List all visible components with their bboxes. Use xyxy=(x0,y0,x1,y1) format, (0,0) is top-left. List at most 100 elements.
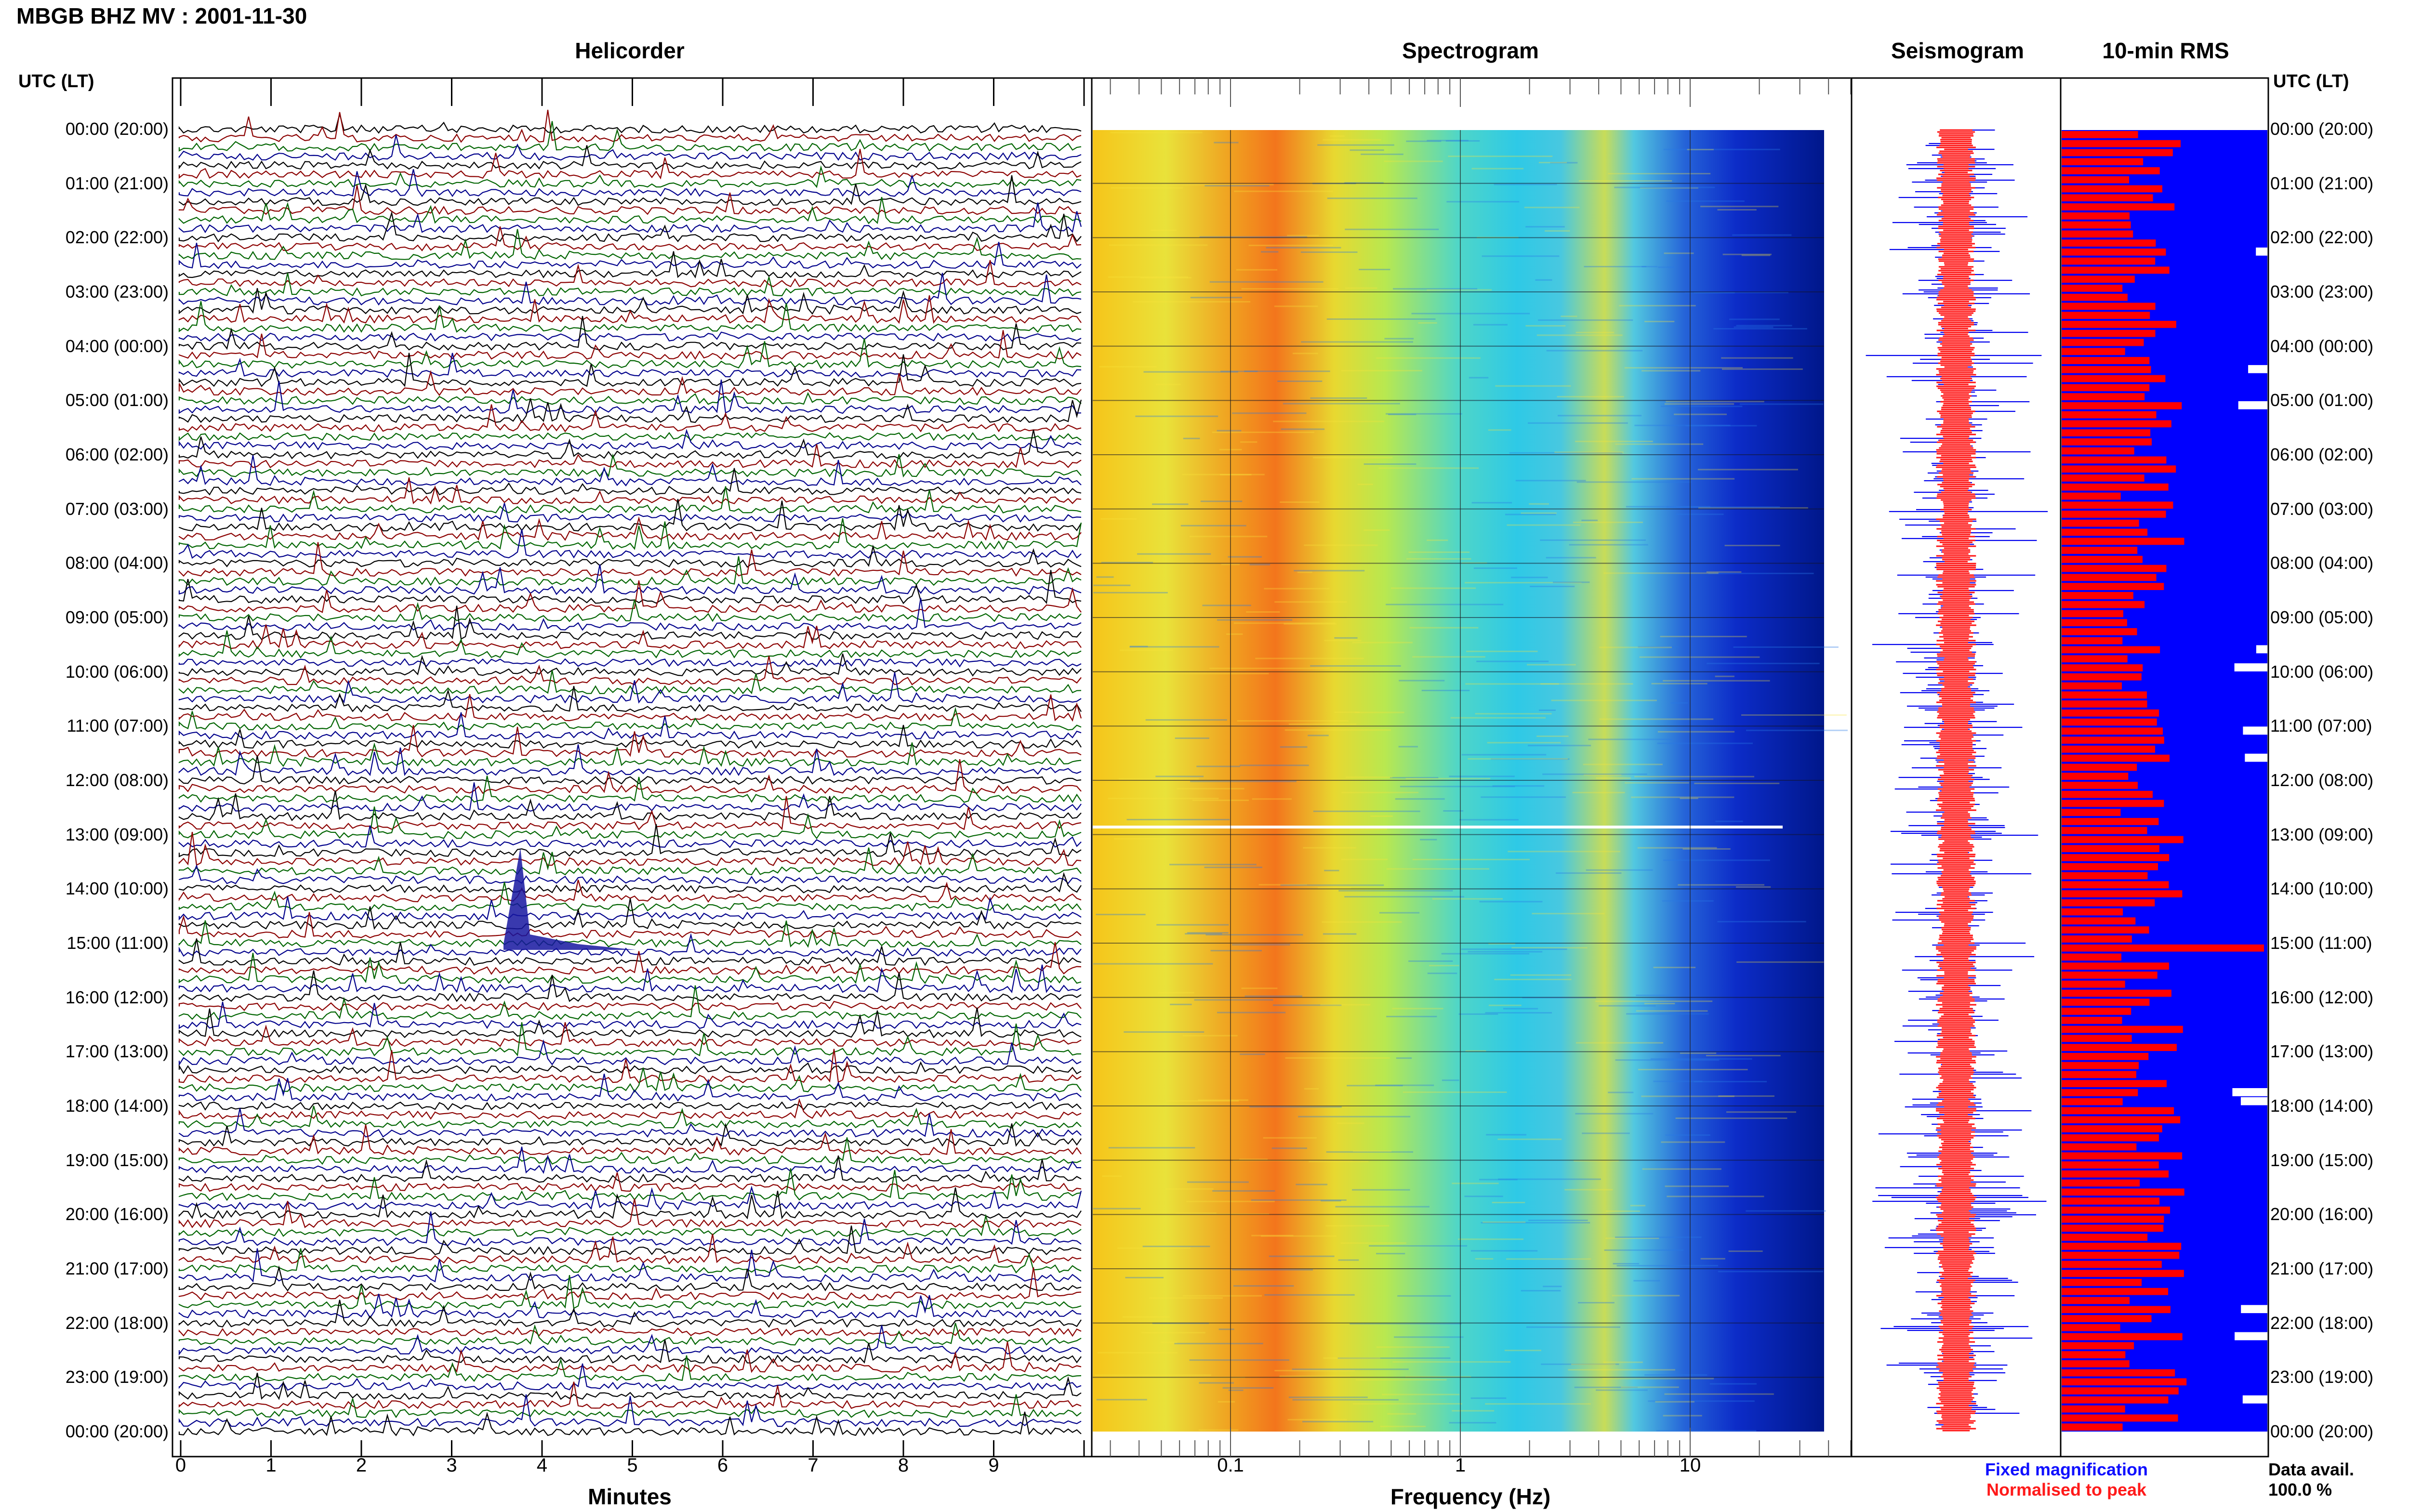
rms-gap xyxy=(2235,1332,2267,1341)
rms-bar xyxy=(2062,682,2122,690)
rms-bar xyxy=(2062,302,2156,310)
helicorder-trace xyxy=(178,518,1082,550)
helicorder-trace xyxy=(178,503,1082,523)
helicorder-trace xyxy=(178,260,1082,288)
time-label-left: 14:00 (10:00) xyxy=(65,879,169,899)
helicorder-trace xyxy=(178,570,1082,605)
helicorder-trace xyxy=(178,964,1082,993)
rms-bar xyxy=(2062,1288,2169,1295)
minute-tick-label: 7 xyxy=(807,1455,819,1476)
rms-bar xyxy=(2062,447,2134,455)
rms-bar xyxy=(2062,1026,2183,1033)
rms-bar xyxy=(2062,474,2144,482)
time-label-left: 13:00 (09:00) xyxy=(65,824,169,844)
time-label-right: 13:00 (09:00) xyxy=(2270,824,2374,844)
helicorder-trace xyxy=(178,430,1082,460)
rms-gap xyxy=(2232,1088,2267,1096)
helicorder-trace xyxy=(178,453,1082,478)
rms-bar xyxy=(2062,257,2156,265)
rms-bar xyxy=(2062,818,2159,825)
rms-gap xyxy=(2245,753,2267,762)
rms-bar xyxy=(2062,538,2184,545)
rms-bar xyxy=(2062,1224,2164,1232)
event-signal xyxy=(503,848,636,950)
time-label-left: 18:00 (14:00) xyxy=(65,1096,169,1116)
helicorder-trace xyxy=(178,1248,1082,1283)
helicorder-trace xyxy=(178,686,1082,713)
rms-bar xyxy=(2062,438,2152,446)
rms-bar xyxy=(2062,1251,2180,1259)
helicorder-trace xyxy=(178,580,1082,613)
time-label-left: 15:00 (11:00) xyxy=(66,933,169,953)
time-label-right: 21:00 (17:00) xyxy=(2270,1259,2374,1278)
helicorder-trace xyxy=(178,1172,1082,1192)
helicorder-trace xyxy=(178,169,1082,197)
rms-panel xyxy=(2060,77,2269,1458)
rms-gap xyxy=(2256,247,2267,256)
helicorder-trace xyxy=(178,149,1082,180)
time-label-right: 10:00 (06:00) xyxy=(2270,661,2374,682)
rms-bar xyxy=(2062,1062,2139,1069)
time-label-right: 03:00 (23:00) xyxy=(2270,282,2374,302)
time-label-left: 00:00 (20:00) xyxy=(65,119,169,139)
rms-bar xyxy=(2062,1369,2175,1377)
seismogram-normalised-trace xyxy=(1936,129,1976,1432)
time-label-left: 08:00 (04:00) xyxy=(65,553,169,573)
helicorder-trace xyxy=(178,1265,1082,1292)
rms-bar xyxy=(2062,131,2138,138)
rms-gap xyxy=(2241,1305,2267,1314)
rms-bar xyxy=(2062,745,2155,753)
time-label-right: 23:00 (19:00) xyxy=(2270,1367,2374,1387)
rms-bar xyxy=(2062,836,2184,843)
time-label-right: 07:00 (03:00) xyxy=(2270,499,2374,519)
helicorder-trace xyxy=(178,847,1082,876)
helicorder-trace xyxy=(178,529,1082,559)
rms-gap xyxy=(2256,645,2267,654)
helicorder-trace xyxy=(178,295,1082,324)
plot-title: MBGB BHZ MV : 2001-11-30 xyxy=(16,3,307,28)
helicorder-trace xyxy=(178,1105,1082,1129)
rms-bar xyxy=(2062,339,2144,346)
minute-tick-label: 4 xyxy=(536,1455,548,1476)
rms-bar xyxy=(2062,628,2137,635)
rms-bar xyxy=(2062,1261,2162,1268)
rms-bar xyxy=(2062,809,2121,816)
helicorder-trace xyxy=(178,938,1082,966)
helicorder-trace xyxy=(178,755,1082,785)
rms-bar xyxy=(2062,1152,2183,1160)
rms-bar xyxy=(2062,980,2125,988)
helicorder-trace xyxy=(178,1187,1082,1220)
rms-bar xyxy=(2062,917,2136,925)
rms-bar xyxy=(2062,691,2147,699)
spectrogram-x-label: Frequency (Hz) xyxy=(1390,1484,1551,1509)
rms-bar xyxy=(2062,393,2145,400)
time-label-left: 22:00 (18:00) xyxy=(65,1313,169,1333)
helicorder-trace xyxy=(178,672,1082,704)
rms-bar xyxy=(2062,845,2159,853)
time-label-left: 23:00 (19:00) xyxy=(65,1367,169,1387)
helicorder-trace xyxy=(178,1248,1082,1274)
helicorder-trace xyxy=(178,624,1082,650)
time-label-right: 08:00 (04:00) xyxy=(2270,553,2374,573)
time-label-left: 10:00 (06:00) xyxy=(65,661,169,682)
helicorder-frame xyxy=(172,77,1093,1458)
helicorder-trace xyxy=(178,380,1082,414)
helicorder-trace xyxy=(178,1275,1082,1310)
helicorder-trace xyxy=(178,477,1082,505)
rms-bar xyxy=(2062,528,2148,536)
helicorder-trace xyxy=(178,725,1082,758)
helicorder-trace xyxy=(178,670,1082,695)
rms-gap xyxy=(2238,401,2267,409)
helicorder-trace xyxy=(178,432,1082,441)
minute-tick-label: 8 xyxy=(898,1455,909,1476)
helicorder-trace xyxy=(178,742,1082,767)
rms-bar xyxy=(2062,1324,2120,1331)
rms-bar xyxy=(2062,610,2123,618)
helicorder-trace xyxy=(178,658,1082,668)
helicorder-trace xyxy=(178,404,1082,433)
helicorder-trace xyxy=(178,251,1082,279)
rms-bar xyxy=(2062,574,2157,581)
rms-bar xyxy=(2062,1107,2174,1115)
helicorder-trace xyxy=(178,226,1082,251)
helicorder-trace xyxy=(178,598,1082,631)
